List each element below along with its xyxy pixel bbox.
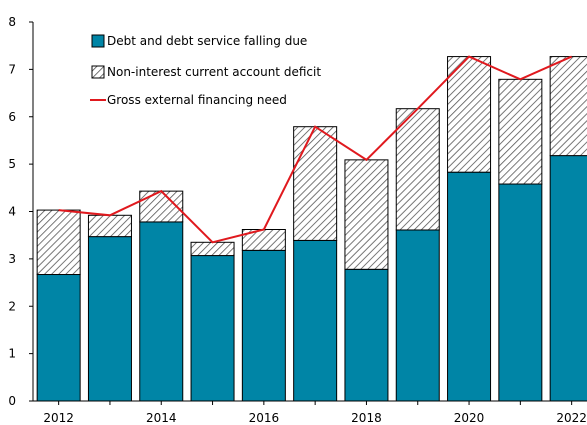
bar-current-account-deficit	[395, 108, 440, 231]
bar-current-account-deficit	[190, 241, 235, 257]
y-tick-label: 6	[8, 110, 16, 124]
legend-label-current-account-deficit: Non-interest current account deficit	[107, 65, 321, 79]
legend-swatch-current-account-deficit	[91, 65, 105, 79]
y-tick-label: 1	[8, 347, 16, 361]
bar-debt-service	[549, 155, 587, 402]
bar-debt-service	[344, 268, 389, 402]
x-tick-label: 2016	[249, 411, 280, 425]
bar-debt-service	[139, 221, 184, 402]
y-tick-label: 5	[8, 157, 16, 171]
bar-debt-service	[241, 249, 286, 402]
y-tick-label: 2	[8, 299, 16, 313]
bar-current-account-deficit	[293, 126, 338, 241]
bar-current-account-deficit	[498, 78, 543, 185]
x-tick-label: 2022	[556, 411, 587, 425]
bar-debt-service	[395, 229, 440, 402]
bar-debt-service	[293, 239, 338, 402]
bar-debt-service	[190, 255, 235, 402]
x-tick-label: 2012	[43, 411, 74, 425]
y-tick-label: 0	[8, 394, 16, 408]
bar-current-account-deficit	[549, 56, 587, 157]
legend-label-debt-service: Debt and debt service falling due	[107, 34, 307, 48]
bar-debt-service	[87, 236, 132, 402]
bar-current-account-deficit	[344, 159, 389, 270]
legend-label-gross-financing-need: Gross external financing need	[107, 93, 287, 107]
bar-debt-service	[36, 274, 81, 402]
line-gross-financing-need	[58, 55, 573, 244]
legend: Debt and debt service falling due Non-int…	[90, 34, 321, 107]
bar-debt-service	[447, 171, 492, 402]
y-tick-label: 7	[8, 62, 16, 76]
y-tick-label: 4	[8, 205, 16, 219]
x-tick-label: 2018	[351, 411, 382, 425]
bar-current-account-deficit	[36, 209, 81, 276]
bar-debt-service	[498, 183, 543, 402]
x-tick-label: 2014	[146, 411, 177, 425]
legend-swatch-debt-service	[91, 34, 105, 48]
y-tick-label: 3	[8, 252, 16, 266]
bar-current-account-deficit	[447, 56, 492, 173]
plot-area: 0 1 2 3 4 5 6 7 8 2012 2014 2016 2018 2020 2022	[8, 15, 587, 425]
y-tick-label: 8	[8, 15, 16, 29]
bar-current-account-deficit	[87, 214, 132, 238]
x-tick-label: 2020	[454, 411, 485, 425]
